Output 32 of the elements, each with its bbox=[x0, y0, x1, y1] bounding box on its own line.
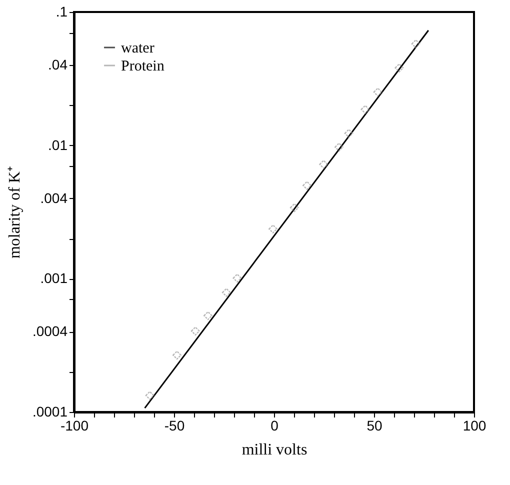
point bbox=[222, 288, 231, 297]
point bbox=[232, 274, 242, 283]
point bbox=[394, 63, 404, 72]
x-tick-label: 0 bbox=[270, 418, 279, 434]
point bbox=[334, 142, 344, 152]
y-tick-label: .001 bbox=[40, 270, 68, 286]
y-tick-label: .04 bbox=[48, 56, 68, 73]
y-tick-label: .004 bbox=[40, 190, 68, 206]
point bbox=[344, 128, 354, 138]
point bbox=[190, 326, 200, 336]
x-tick-label: 50 bbox=[366, 418, 382, 434]
point bbox=[411, 39, 420, 48]
legend-label: water bbox=[121, 40, 154, 56]
point bbox=[290, 203, 299, 212]
x-tick-label: -100 bbox=[60, 418, 89, 434]
y-tick-label: .1 bbox=[56, 4, 68, 20]
x-tick-label: 100 bbox=[462, 418, 486, 434]
y-tick-label: .0004 bbox=[32, 323, 68, 340]
x-tick-label: -50 bbox=[164, 418, 185, 434]
y-axis-title: molarity of K⁺ bbox=[6, 166, 24, 259]
point bbox=[204, 311, 212, 320]
point bbox=[145, 391, 154, 400]
y-tick-label: .01 bbox=[48, 136, 68, 153]
point bbox=[302, 181, 312, 190]
y-tick-label: .0001 bbox=[32, 404, 68, 420]
point bbox=[172, 350, 182, 360]
legend-label: Protein bbox=[121, 58, 165, 74]
point bbox=[373, 88, 382, 97]
point bbox=[360, 104, 370, 114]
x-axis-title: milli volts bbox=[242, 442, 308, 458]
point bbox=[268, 224, 278, 234]
point bbox=[319, 160, 328, 169]
